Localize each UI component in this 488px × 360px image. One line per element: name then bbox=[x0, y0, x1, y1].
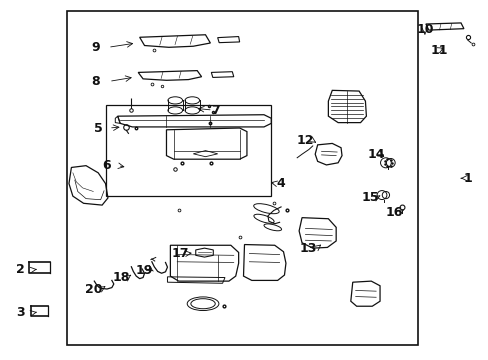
Text: 19: 19 bbox=[136, 264, 153, 277]
Text: 7: 7 bbox=[210, 104, 219, 117]
Text: 2: 2 bbox=[16, 263, 24, 276]
Text: 20: 20 bbox=[84, 283, 102, 296]
Text: 6: 6 bbox=[102, 159, 111, 172]
Text: 9: 9 bbox=[91, 41, 100, 54]
Text: 8: 8 bbox=[91, 75, 100, 88]
Text: 3: 3 bbox=[16, 306, 24, 319]
Text: 1: 1 bbox=[463, 172, 471, 185]
Bar bbox=[66, 12, 417, 345]
Text: 14: 14 bbox=[366, 148, 384, 161]
Text: 18: 18 bbox=[113, 271, 130, 284]
Text: 12: 12 bbox=[296, 134, 314, 147]
Text: 13: 13 bbox=[299, 242, 316, 255]
Text: 10: 10 bbox=[415, 23, 433, 36]
Bar bbox=[105, 105, 271, 196]
Text: 16: 16 bbox=[385, 206, 403, 219]
Text: 11: 11 bbox=[430, 44, 447, 57]
Text: 15: 15 bbox=[361, 192, 378, 204]
Text: 17: 17 bbox=[171, 247, 188, 260]
Text: 5: 5 bbox=[94, 122, 102, 135]
Text: 4: 4 bbox=[276, 177, 285, 190]
